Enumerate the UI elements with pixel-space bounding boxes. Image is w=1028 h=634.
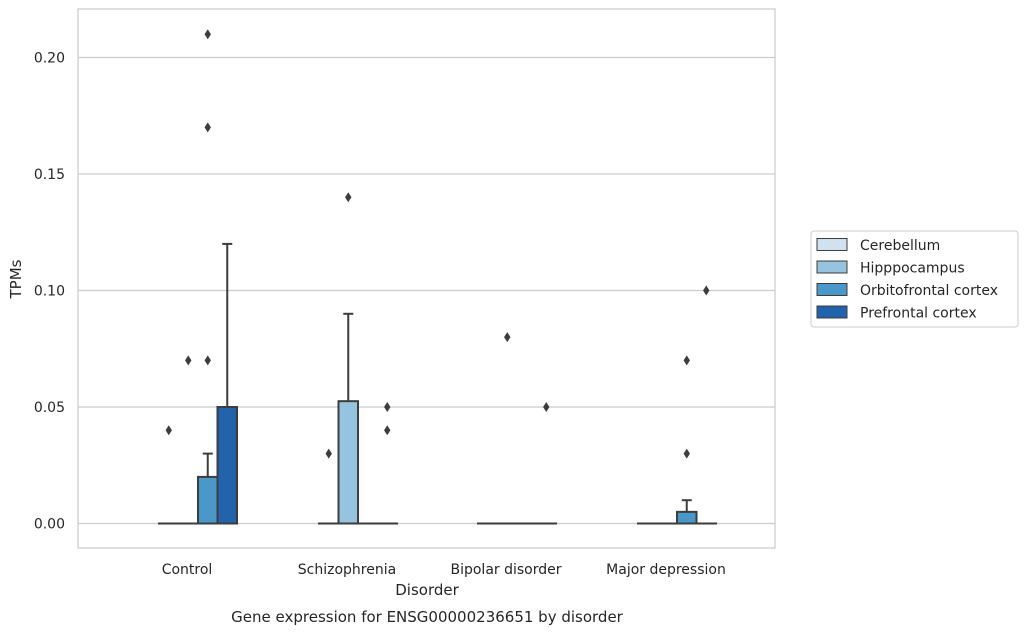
outlier-point (543, 402, 550, 412)
x-tick-label: Bipolar disorder (450, 562, 561, 578)
box-rect (216, 406, 238, 525)
y-tick-label: 0.00 (34, 517, 65, 533)
y-tick-label: 0.05 (34, 400, 65, 416)
legend-label: Cerebellum (860, 238, 940, 254)
legend-swatch (816, 305, 848, 319)
x-tick-label: Major depression (606, 562, 726, 578)
x-axis-tick-labels: Control Schizophrenia Bipolar disorder Majo… (162, 562, 726, 578)
outlier-point (325, 448, 332, 459)
outlier-point (683, 448, 690, 459)
box-group (197, 29, 219, 525)
chart-caption: Gene expression for ENSG00000236651 by d… (231, 608, 624, 626)
y-tick-label: 0.15 (34, 167, 65, 183)
legend-label: Prefrontal cortex (860, 306, 977, 322)
outlier-point (185, 355, 192, 366)
legend: Cerebellum Hipppocampus Orbitofrontal cort… (810, 230, 1019, 328)
box-group (337, 192, 359, 525)
x-axis-label: Disorder (395, 581, 459, 599)
box-series-layer (158, 29, 717, 525)
legend-frame (810, 230, 1019, 328)
legend-label: Hipppocampus (860, 261, 965, 277)
box-rect (197, 475, 219, 525)
outlier-point (703, 285, 710, 296)
y-tick-label: 0.20 (34, 51, 65, 67)
x-tick-label: Control (162, 562, 213, 578)
outlier-point (204, 29, 211, 40)
outlier-point (384, 425, 391, 436)
box-group (695, 285, 717, 525)
y-axis-tick-labels: 0.00 0.05 0.10 0.15 0.20 (34, 51, 65, 533)
box-rect (337, 400, 359, 525)
box-group (535, 402, 557, 525)
outlier-point (683, 355, 690, 366)
y-axis-label: TPMs (7, 259, 25, 299)
box-rect (676, 510, 698, 525)
legend-swatch (816, 283, 848, 296)
box-group (216, 242, 238, 525)
outlier-point (165, 425, 172, 436)
box-group (676, 355, 698, 525)
outlier-point (504, 332, 511, 343)
legend-swatch (816, 260, 848, 274)
plot-area-frame (77, 8, 776, 549)
outlier-point (204, 122, 211, 133)
box-group (376, 402, 398, 525)
outlier-point (204, 355, 211, 366)
legend-swatch (816, 238, 848, 251)
outlier-point (345, 192, 352, 203)
y-tick-label: 0.10 (34, 284, 65, 300)
legend-label: Orbitofrontal cortex (860, 283, 998, 299)
x-tick-label: Schizophrenia (298, 562, 396, 578)
outlier-point (384, 402, 391, 412)
